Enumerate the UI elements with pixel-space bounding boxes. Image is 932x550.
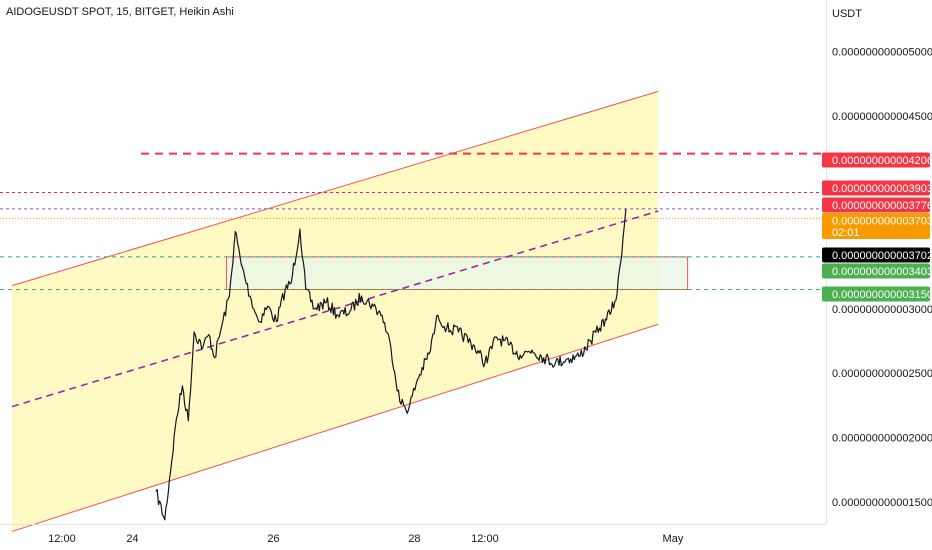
price-tags: 0.0000000000042060 0.0000000000039035 0.00… <box>822 152 932 302</box>
time-axis[interactable]: 12:00 24 26 28 12:00 May <box>0 524 826 546</box>
channel-lower-line <box>11 323 659 532</box>
price-tag-resistance: 0.0000000000042060 <box>822 152 932 168</box>
price-tag-value: 0.0000000000037031 <box>832 216 932 228</box>
price-axis-tick-label: 0.0000000000030000 <box>832 304 932 316</box>
price-axis[interactable]: USDT 0.0000000000050000 0.000000000004500… <box>826 0 932 524</box>
price-tag-value: 0.0000000000034035 <box>832 266 932 278</box>
price-series-line <box>155 208 627 521</box>
symbol-title: AIDOGEUSDT SPOT, 15, BITGET, Heikin Ashi <box>6 6 234 18</box>
price-axis-tick-label: 0.0000000000050000 <box>832 46 932 58</box>
chart-drawings <box>0 90 826 532</box>
axis-currency-label: USDT <box>832 8 862 20</box>
price-tag-last: 0.0000000000037029 <box>822 247 932 263</box>
time-axis-tick-label: 24 <box>126 533 138 545</box>
time-axis-tick-label: May <box>663 533 684 545</box>
price-tag-value: 0.0000000000037029 <box>832 250 932 262</box>
price-axis-tick-label: 0.0000000000045000 <box>832 111 932 123</box>
price-tag-resistance: 0.0000000000037765 <box>822 197 932 213</box>
price-tag-support: 0.0000000000031500 <box>822 286 932 302</box>
price-tag-value: 0.0000000000037765 <box>832 200 932 212</box>
price-tag-bg <box>822 247 930 263</box>
price-tag-bg <box>822 197 930 213</box>
price-tag-bg <box>822 213 930 239</box>
price-tag-value: 0.0000000000039035 <box>832 183 932 195</box>
price-axis-tick-label: 0.0000000000015000 <box>832 497 932 509</box>
price-tag-bg <box>822 180 930 196</box>
price-tag-resistance: 0.0000000000039035 <box>822 180 932 196</box>
price-tag-bg <box>822 263 930 279</box>
price-series <box>155 208 627 521</box>
price-tag-support: 0.0000000000034035 <box>822 263 932 279</box>
price-tag-value: 0.0000000000031500 <box>832 289 932 301</box>
time-axis-tick-label: 12:00 <box>471 533 499 545</box>
price-axis-tick-label: 0.0000000000025000 <box>832 368 932 380</box>
time-axis-tick-label: 28 <box>408 533 420 545</box>
channel-upper-line <box>11 90 659 287</box>
price-tag-bg <box>822 152 930 168</box>
time-axis-tick-label: 26 <box>267 533 279 545</box>
price-tag-countdown: 02:01 <box>832 227 860 239</box>
price-tag-value: 0.0000000000042060 <box>832 155 932 167</box>
time-axis-tick-label: 12:00 <box>48 533 76 545</box>
price-axis-tick-label: 0.0000000000020000 <box>832 432 932 444</box>
price-tag-bg <box>822 286 930 302</box>
